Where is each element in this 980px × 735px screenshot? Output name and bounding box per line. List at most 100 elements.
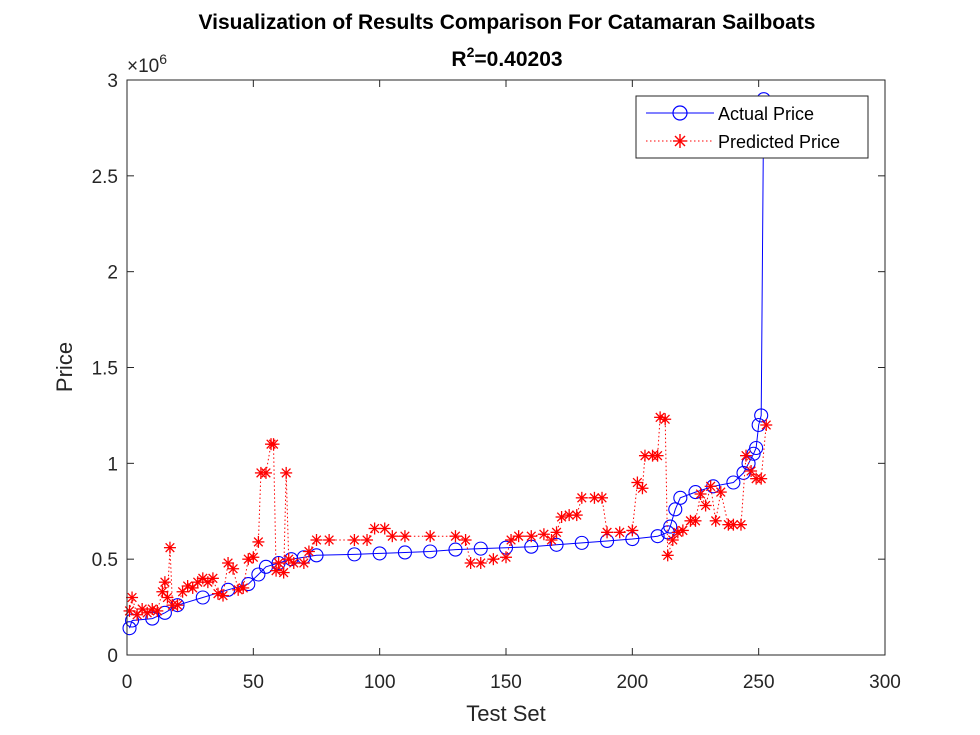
predicted-price-point xyxy=(666,534,679,546)
y-tick-label: 2.5 xyxy=(92,167,118,188)
predicted-price-point xyxy=(259,466,272,479)
y-exponent-base: ×10 xyxy=(127,56,159,77)
predicted-price-point xyxy=(555,511,568,523)
predicted-price-point xyxy=(487,553,500,566)
predicted-price-point xyxy=(270,564,283,577)
predicted-price-point xyxy=(464,557,477,569)
y-axis-label: Price xyxy=(52,342,77,392)
predicted-price-point xyxy=(500,551,512,564)
actual-price-point xyxy=(668,502,683,517)
y-tick-label: 1.5 xyxy=(92,359,118,380)
predicted-price-point xyxy=(626,524,639,537)
predicted-price-point xyxy=(671,526,684,539)
actual-price-point xyxy=(309,548,324,563)
predicted-price-point xyxy=(601,526,614,539)
predicted-price-point xyxy=(661,549,674,562)
predicted-price-point xyxy=(714,486,727,499)
predicted-price-point xyxy=(659,413,672,426)
y-tick-label: 0 xyxy=(107,646,118,667)
actual-price-point xyxy=(749,440,764,456)
predicted-price-point xyxy=(512,530,525,543)
y-tick-label: 2 xyxy=(107,263,118,284)
actual-price-point xyxy=(673,490,688,505)
predicted-price-point xyxy=(570,509,583,522)
predicted-price-point xyxy=(575,491,588,504)
actual-price-point xyxy=(347,547,362,562)
subtitle-superscript: 2 xyxy=(467,44,475,60)
predicted-price-point xyxy=(126,591,139,604)
predicted-price-point xyxy=(280,466,293,479)
y-tick-label: 0.5 xyxy=(92,550,118,571)
actual-price-point xyxy=(726,475,741,490)
predicted-price-point xyxy=(505,534,518,546)
legend: Actual Price Predicted Price xyxy=(635,95,869,159)
chart-subtitle: R2=0.40203 xyxy=(451,44,562,71)
series-layer xyxy=(122,92,773,636)
predicted-price-point xyxy=(151,604,164,617)
x-tick-label: 50 xyxy=(243,672,264,693)
predicted-price-point xyxy=(237,581,250,594)
predicted-price-point xyxy=(699,499,712,512)
actual-price-point xyxy=(251,567,266,582)
predicted-price-point xyxy=(368,522,381,535)
predicted-price-point xyxy=(277,566,290,579)
predicted-price-point xyxy=(449,530,462,543)
predicted-price-point xyxy=(217,589,230,602)
subtitle-prefix: R xyxy=(451,48,466,71)
predicted-price-point xyxy=(171,599,184,612)
predicted-price-point xyxy=(398,530,411,543)
predicted-price-point xyxy=(227,562,240,575)
plot-area xyxy=(127,80,885,655)
actual-price-point xyxy=(574,535,589,550)
predicted-price-point xyxy=(386,530,399,543)
predicted-price-point xyxy=(310,534,323,546)
x-tick-label: 150 xyxy=(490,672,522,693)
predicted-price-point xyxy=(141,606,154,619)
actual-price-point xyxy=(122,621,137,636)
predicted-price-point xyxy=(676,524,689,537)
y-tick-label: 3 xyxy=(107,71,118,92)
x-tick-label: 0 xyxy=(122,672,133,693)
predicted-price-point xyxy=(287,557,300,569)
actual-price-point xyxy=(754,408,769,423)
predicted-price-point xyxy=(242,553,255,566)
predicted-price-point xyxy=(760,419,773,431)
predicted-price-point xyxy=(252,535,265,548)
x-tick-label: 300 xyxy=(869,672,901,693)
predicted-price-point xyxy=(525,530,538,543)
predicted-price-point xyxy=(745,465,758,477)
legend-label-predicted: Predicted Price xyxy=(718,132,840,152)
actual-price-point xyxy=(372,546,387,561)
actual-price-point xyxy=(663,519,678,534)
actual-price-point xyxy=(650,529,665,544)
subtitle-suffix: =0.40203 xyxy=(474,48,562,71)
predicted-price-point xyxy=(537,528,550,541)
legend-marker-actual xyxy=(672,105,688,121)
legend-marker-predicted xyxy=(673,134,687,148)
predicted-price-point xyxy=(709,514,722,527)
predicted-price-point xyxy=(654,411,667,424)
predicted-price-point xyxy=(474,557,487,569)
predicted-price-point xyxy=(161,591,174,604)
predicted-price-point xyxy=(158,576,171,589)
predicted-price-point xyxy=(636,482,649,495)
predicted-price-point xyxy=(424,530,437,543)
actual-price-point xyxy=(241,577,256,592)
predicted-price-point xyxy=(272,557,285,569)
y-exponent-label: ×106 xyxy=(127,51,167,77)
predicted-price-point xyxy=(651,449,664,462)
predicted-price-point xyxy=(211,587,224,600)
actual-price-point xyxy=(473,541,488,556)
predicted-price-point xyxy=(459,534,472,546)
predicted-price-point xyxy=(201,576,214,589)
predicted-price-point xyxy=(694,488,707,500)
predicted-price-point xyxy=(378,522,391,535)
predicted-price-point xyxy=(163,541,176,554)
y-tick-label: 1 xyxy=(107,454,118,475)
ticks-layer: 0 50 100 150 200 250 300 0 0.5 1 1.5 2 2.5 3 xyxy=(92,71,901,693)
x-tick-label: 100 xyxy=(364,672,396,693)
predicted-price-point xyxy=(740,449,753,462)
predicted-price-point xyxy=(247,551,260,564)
predicted-price-point xyxy=(755,472,768,485)
predicted-price-point xyxy=(545,534,558,546)
